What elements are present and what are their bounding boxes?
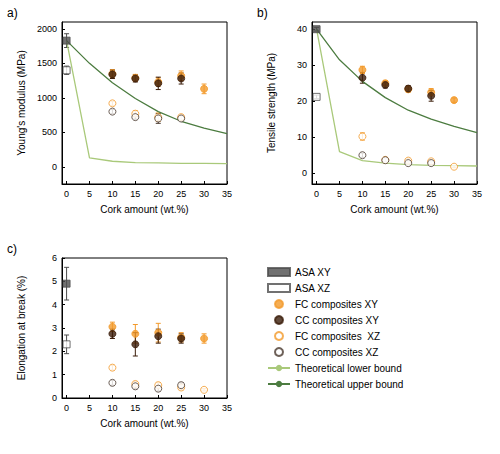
svg-text:15: 15 bbox=[130, 403, 140, 413]
svg-text:2000: 2000 bbox=[37, 24, 57, 34]
svg-text:Theoretical upper bound: Theoretical upper bound bbox=[295, 379, 403, 390]
svg-text:b): b) bbox=[257, 6, 268, 20]
svg-text:Theoretical lower bound: Theoretical lower bound bbox=[295, 363, 402, 374]
svg-text:Cork amount (wt.%): Cork amount (wt.%) bbox=[350, 204, 438, 215]
svg-text:20: 20 bbox=[153, 403, 163, 413]
svg-text:25: 25 bbox=[176, 189, 186, 199]
svg-text:25: 25 bbox=[176, 403, 186, 413]
svg-text:Cork amount (wt.%): Cork amount (wt.%) bbox=[100, 418, 188, 429]
svg-text:35: 35 bbox=[472, 189, 482, 199]
svg-text:ASA XY: ASA XY bbox=[295, 267, 331, 278]
svg-text:0: 0 bbox=[314, 189, 319, 199]
svg-text:0: 0 bbox=[64, 403, 69, 413]
svg-text:CC composites XZ: CC composites XZ bbox=[295, 347, 378, 358]
svg-text:5: 5 bbox=[87, 403, 92, 413]
svg-text:1500: 1500 bbox=[37, 58, 57, 68]
svg-text:25: 25 bbox=[426, 189, 436, 199]
svg-text:40: 40 bbox=[297, 24, 307, 34]
svg-text:5: 5 bbox=[337, 189, 342, 199]
svg-text:Cork amount (wt.%): Cork amount (wt.%) bbox=[100, 204, 188, 215]
svg-text:10: 10 bbox=[107, 189, 117, 199]
svg-text:CC composites XY: CC composites XY bbox=[295, 315, 379, 326]
svg-text:10: 10 bbox=[297, 132, 307, 142]
svg-text:15: 15 bbox=[130, 189, 140, 199]
svg-text:35: 35 bbox=[222, 189, 232, 199]
svg-text:15: 15 bbox=[380, 189, 390, 199]
svg-text:20: 20 bbox=[153, 189, 163, 199]
svg-text:2: 2 bbox=[52, 346, 57, 356]
svg-text:5: 5 bbox=[52, 276, 57, 286]
svg-text:35: 35 bbox=[222, 403, 232, 413]
svg-text:FC composites XZ: FC composites XZ bbox=[295, 331, 380, 342]
svg-text:20: 20 bbox=[297, 96, 307, 106]
svg-text:10: 10 bbox=[107, 403, 117, 413]
svg-text:a): a) bbox=[7, 6, 18, 20]
svg-text:0: 0 bbox=[302, 168, 307, 178]
svg-text:10: 10 bbox=[357, 189, 367, 199]
svg-text:500: 500 bbox=[42, 127, 57, 137]
svg-text:c): c) bbox=[7, 242, 17, 256]
svg-text:0: 0 bbox=[52, 162, 57, 172]
svg-text:FC composites XY: FC composites XY bbox=[295, 299, 378, 310]
svg-text:20: 20 bbox=[403, 189, 413, 199]
svg-text:3: 3 bbox=[52, 323, 57, 333]
svg-text:6: 6 bbox=[52, 253, 57, 263]
svg-text:Young's modulus (MPa): Young's modulus (MPa) bbox=[16, 50, 27, 155]
svg-text:0: 0 bbox=[52, 393, 57, 403]
svg-text:ASA XZ: ASA XZ bbox=[295, 283, 330, 294]
svg-text:30: 30 bbox=[297, 60, 307, 70]
svg-text:30: 30 bbox=[449, 189, 459, 199]
svg-text:1: 1 bbox=[52, 370, 57, 380]
svg-text:5: 5 bbox=[87, 189, 92, 199]
svg-text:Elongation at break (%): Elongation at break (%) bbox=[16, 276, 27, 381]
svg-text:30: 30 bbox=[199, 189, 209, 199]
svg-text:Tensile strength (MPa): Tensile strength (MPa) bbox=[266, 53, 277, 153]
svg-text:30: 30 bbox=[199, 403, 209, 413]
svg-text:4: 4 bbox=[52, 300, 57, 310]
svg-text:0: 0 bbox=[64, 189, 69, 199]
svg-text:1000: 1000 bbox=[37, 93, 57, 103]
